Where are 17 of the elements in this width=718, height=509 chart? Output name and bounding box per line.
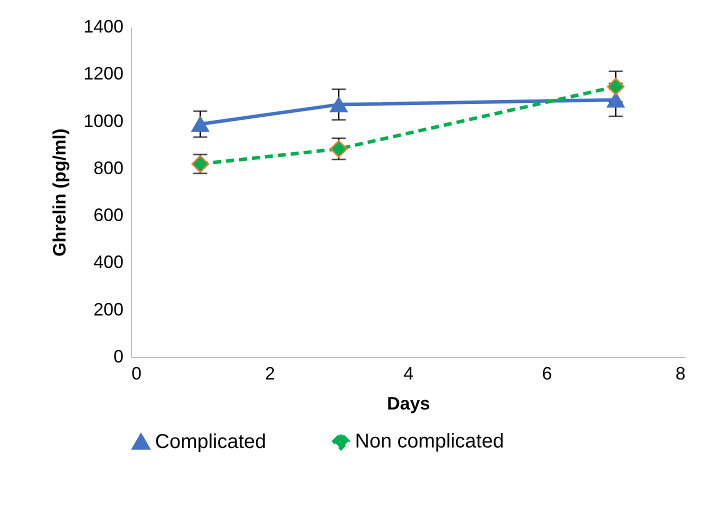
legend-label: Non complicated (355, 430, 504, 452)
x-tick-label: 0 (132, 364, 142, 384)
x-tick-label: 6 (542, 364, 552, 384)
x-tick-label: 8 (675, 364, 686, 384)
y-tick-label: 1400 (83, 16, 124, 36)
y-tick-label: 400 (93, 252, 124, 272)
x-tick-label: 4 (403, 364, 414, 384)
x-tick-label: 2 (264, 364, 276, 384)
y-tick-label: 600 (93, 205, 124, 226)
y-axis-title: Ghrelin (pg/ml) (49, 128, 70, 256)
legend-label: Complicated (155, 430, 266, 453)
x-axis-title: Days (386, 394, 430, 414)
y-tick-label: 1000 (83, 110, 124, 131)
y-tick-label: 800 (93, 158, 124, 178)
y-tick-label: 1200 (83, 64, 124, 84)
y-tick-label: 0 (113, 346, 124, 366)
y-tick-label: 200 (93, 299, 124, 320)
